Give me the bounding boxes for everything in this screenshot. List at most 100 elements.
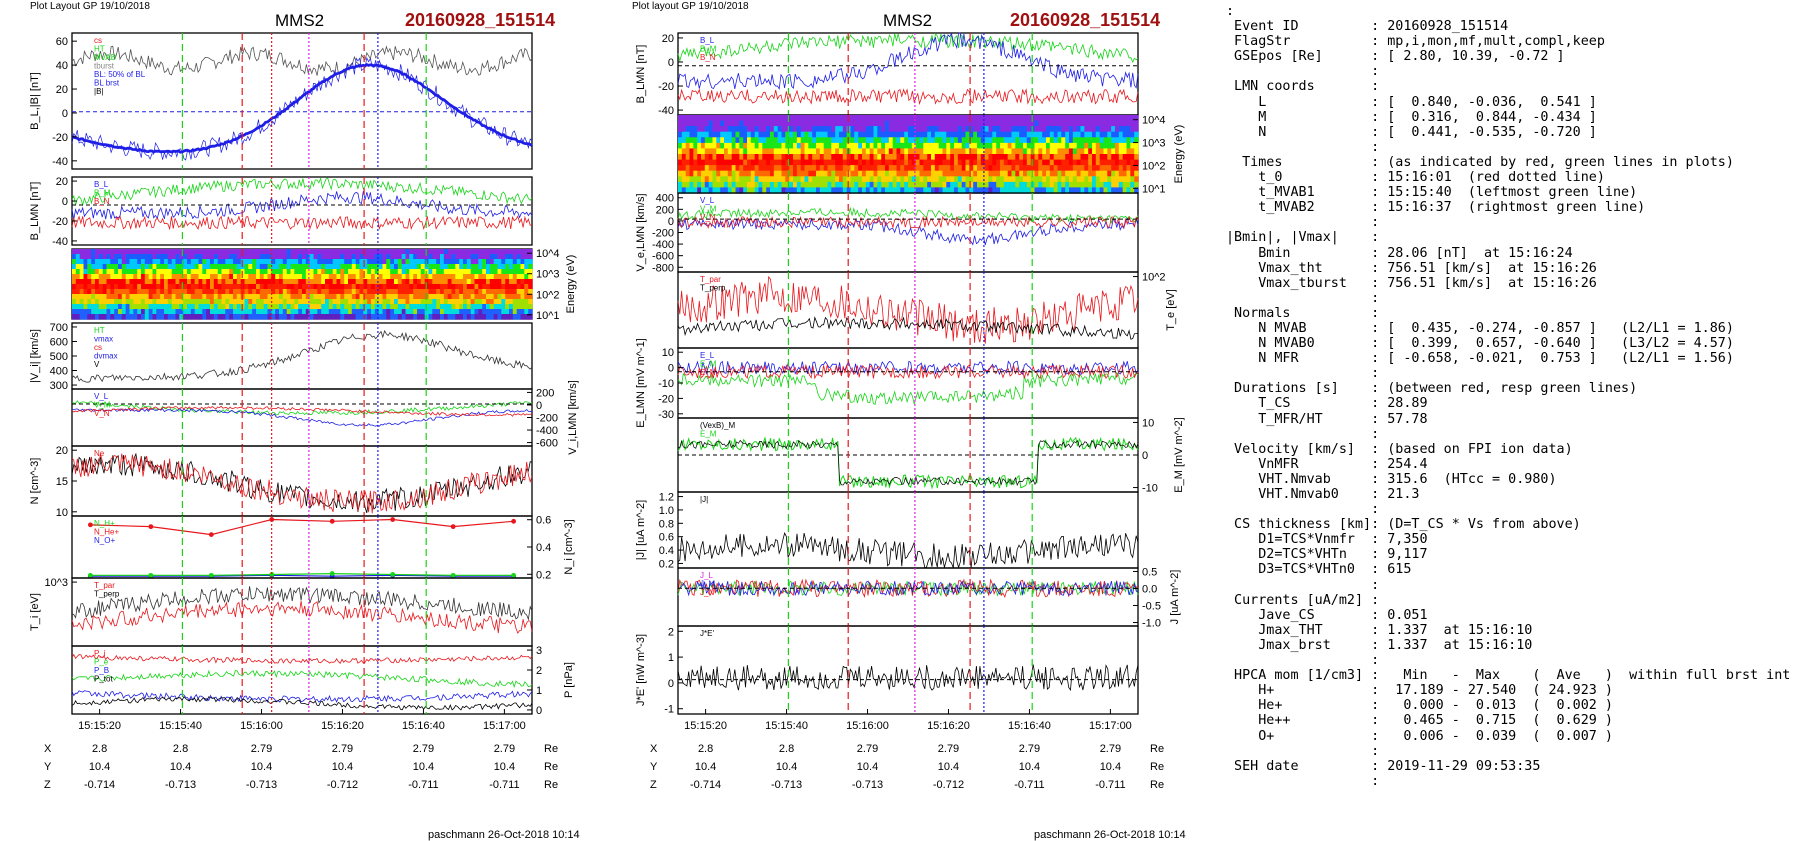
spectrogram-cell [1023, 137, 1028, 144]
spectrogram-cell [1122, 115, 1128, 122]
spectrogram-cell [842, 159, 848, 166]
spectrogram-cell [919, 187, 924, 194]
spectrogram-cell [938, 142, 944, 150]
spectrogram-cell [846, 187, 852, 194]
spectrogram-cell [233, 314, 238, 320]
spectrogram-cell [371, 279, 376, 285]
spectrogram-cell [114, 284, 119, 290]
spectrogram-cell [160, 304, 165, 310]
spectrogram-cell [83, 264, 88, 270]
spectrogram-cell [390, 269, 395, 275]
spectrogram-cell [344, 254, 349, 260]
spectrogram-cell [839, 181, 844, 189]
spectrogram-cell [1118, 131, 1124, 138]
spectrogram-cell [509, 299, 514, 305]
spectrogram-cell [881, 154, 886, 161]
spectrogram-cell [313, 289, 318, 295]
spectrogram-cell [800, 148, 806, 155]
spectrogram-cell [1011, 187, 1016, 194]
spectrogram-cell [1019, 148, 1024, 155]
spectrogram-cell [1034, 159, 1039, 166]
spectrogram-cell [497, 279, 502, 285]
spectrogram-cell [1049, 154, 1055, 161]
spectrogram-cell [777, 115, 783, 122]
spectrogram-cell [1061, 120, 1066, 127]
spectrogram-cell [731, 181, 737, 189]
spectrogram-cell [236, 299, 242, 305]
spectrogram-cell [252, 264, 257, 270]
spectrogram-cell [497, 249, 502, 255]
spectrogram-cell [497, 304, 502, 310]
spectrogram-cell [1053, 131, 1059, 138]
spectrogram-cell [286, 309, 292, 315]
spectrogram-cell [693, 170, 698, 177]
spectrogram-cell [1011, 137, 1016, 144]
spectrogram-cell [1019, 142, 1024, 150]
spectrogram-cell [793, 131, 798, 138]
spectrogram-cell [758, 131, 763, 138]
spectrogram-cell [1007, 120, 1013, 127]
spectrogram-cell [724, 137, 729, 144]
spectrogram-cell [980, 170, 986, 177]
spectrogram-cell [367, 314, 372, 320]
spectrogram-cell [1061, 148, 1066, 155]
y-tick-label: -40 [52, 236, 68, 248]
spectrogram-cell [286, 264, 292, 270]
spectrogram-cell [812, 154, 817, 161]
spectrogram-cell [942, 126, 947, 133]
spectrogram-cell [1084, 120, 1089, 127]
spectrogram-cell [1065, 170, 1070, 177]
spectrogram-cell [1038, 115, 1043, 122]
spectrogram-cell [823, 126, 829, 133]
spectrogram-cell [942, 142, 947, 150]
spectrogram-cell [716, 142, 721, 150]
spectrogram-cell [474, 289, 479, 295]
spectrogram-cell [248, 269, 253, 275]
spectrogram-cell [1069, 131, 1074, 138]
spectrogram-cell [850, 170, 855, 177]
spectrogram-cell [463, 259, 468, 265]
spectrogram-cell [704, 126, 710, 133]
spectrogram-cell [885, 170, 890, 177]
spectrogram-cell [846, 126, 852, 133]
spectrogram-cell [816, 142, 821, 150]
series-line [71, 191, 533, 220]
spectrogram-cell [428, 294, 433, 300]
spectrogram-cell [984, 159, 990, 166]
spectrogram-cell [931, 170, 936, 177]
spectrogram-cell [862, 181, 867, 189]
spectrogram-cell [950, 176, 955, 183]
spectrogram-cell [931, 126, 936, 133]
spectrogram-cell [900, 115, 905, 122]
spectrogram-cell [248, 264, 253, 270]
spectrogram-cell [704, 181, 710, 189]
spectrogram-cell [888, 120, 894, 127]
spectrogram-cell [225, 304, 230, 310]
y-tick-label: 10^2 [1142, 272, 1166, 284]
spectrogram-cell [259, 259, 265, 265]
spectrogram-cell [417, 249, 422, 255]
spectrogram-cell [927, 181, 932, 189]
spectrogram-cell [309, 279, 315, 285]
spectrogram-cell [440, 299, 445, 305]
legend-entry: cs [94, 343, 102, 352]
spectrogram-cell [206, 294, 211, 300]
summary-line: : [1226, 139, 1380, 155]
spectrogram-cell [98, 279, 104, 285]
spectrogram-cell [678, 187, 683, 194]
spectrogram-cell [1080, 120, 1085, 127]
spectrogram-cell [436, 249, 441, 255]
spectrogram-cell [217, 269, 223, 275]
spectrogram-cell [996, 154, 1001, 161]
spectrogram-cell [800, 154, 806, 161]
spectrogram-cell [217, 254, 223, 260]
spectrogram-cell [758, 159, 763, 166]
spectrogram-cell [992, 176, 997, 183]
legend-entry: tburst [94, 62, 115, 71]
spectrogram-cell [348, 284, 353, 290]
spectrogram-cell [747, 120, 752, 127]
spectrogram-cell [190, 254, 196, 260]
spectrogram-cell [846, 154, 852, 161]
summary-line: : [1226, 577, 1380, 593]
spectrogram-cell [501, 254, 506, 260]
